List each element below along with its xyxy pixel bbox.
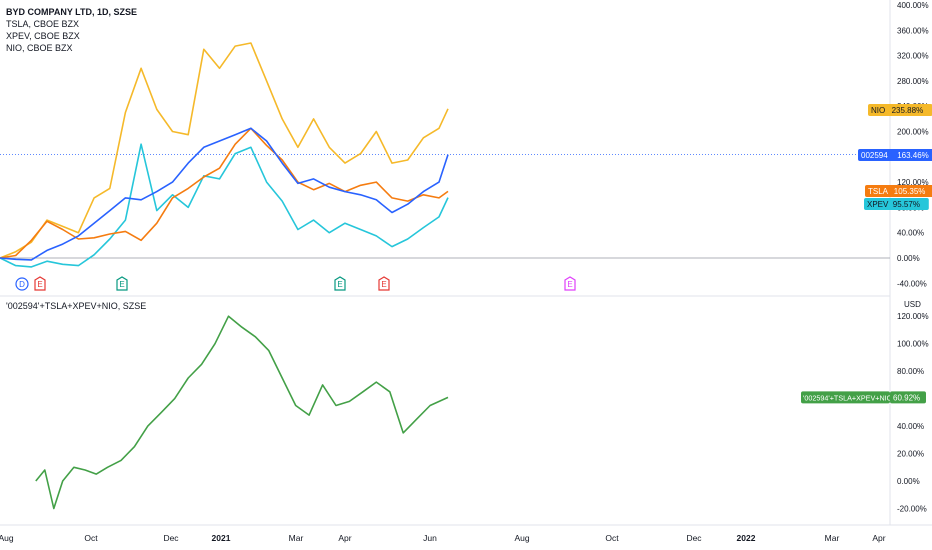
y-tick-label: 400.00%	[897, 1, 929, 10]
legend-nio[interactable]: NIO, CBOE BZX	[6, 43, 73, 53]
y-tick-label: 40.00%	[897, 422, 924, 431]
badge-value: 60.92%	[893, 393, 920, 402]
y-tick-label: 40.00%	[897, 229, 924, 238]
x-tick-label: Mar	[289, 533, 304, 543]
x-tick-label: Apr	[338, 533, 351, 543]
x-tick-label: 2021	[212, 533, 231, 543]
y-tick-label: -40.00%	[897, 279, 927, 288]
y-tick-label: 120.00%	[897, 312, 929, 321]
earnings-marker[interactable]: E	[564, 276, 576, 291]
dividend-marker[interactable]: D	[15, 277, 29, 291]
pane1-legend: BYD COMPANY LTD, 1D, SZSE TSLA, CBOE BZX…	[6, 6, 137, 54]
marker-letter: D	[19, 280, 25, 289]
earnings-marker[interactable]: E	[378, 276, 390, 291]
marker-letter: E	[337, 280, 342, 289]
pane2-legend[interactable]: '002594'+TSLA+XPEV+NIO, SZSE	[6, 301, 147, 311]
marker-letter: E	[119, 280, 124, 289]
y-tick-label: 0.00%	[897, 477, 920, 486]
series-nio-line[interactable]	[0, 42, 449, 259]
price-badge-xpev[interactable]: XPEV 95.57%	[864, 198, 929, 210]
marker-letter: E	[381, 280, 386, 289]
y-tick-label: 200.00%	[897, 128, 929, 137]
series-002594-line[interactable]	[0, 127, 449, 261]
badge-label: TSLA	[868, 187, 889, 196]
price-badge-spread[interactable]: '002594'+TSLA+XPEV+NIO 60.92%	[801, 391, 926, 404]
series-xpev-line[interactable]	[0, 143, 449, 268]
price-badge-nio[interactable]: NIO 235.88%	[868, 104, 932, 116]
price-badge-002594[interactable]: 002594 163.46%	[858, 149, 932, 161]
x-tick-label: Jun	[423, 533, 437, 543]
y-tick-label: 360.00%	[897, 26, 929, 35]
x-tick-label: Dec	[163, 533, 179, 543]
marker-letter: E	[567, 280, 572, 289]
legend-xpev[interactable]: XPEV, CBOE BZX	[6, 31, 80, 41]
x-tick-label: Oct	[84, 533, 98, 543]
x-tick-label: 2022	[737, 533, 756, 543]
earnings-marker[interactable]: E	[116, 276, 128, 291]
x-tick-label: Dec	[686, 533, 702, 543]
x-tick-label: Mar	[825, 533, 840, 543]
badge-label: '002594'+TSLA+XPEV+NIO	[803, 393, 893, 402]
y-tick-label: 280.00%	[897, 77, 929, 86]
earnings-marker[interactable]: E	[34, 276, 46, 291]
badge-value: 105.35%	[894, 187, 926, 196]
x-tick-label: Aug	[514, 533, 529, 543]
spread-series-line[interactable]	[35, 315, 449, 510]
badge-value: 235.88%	[892, 106, 924, 115]
badge-value: 163.46%	[897, 151, 929, 160]
y-tick-label: 80.00%	[897, 367, 924, 376]
y-tick-label: 100.00%	[897, 340, 929, 349]
marker-letter: E	[37, 280, 42, 289]
currency-label: USD	[904, 300, 921, 309]
legend-tsla[interactable]: TSLA, CBOE BZX	[6, 19, 80, 29]
symbol-title[interactable]: BYD COMPANY LTD, 1D, SZSE	[6, 7, 138, 17]
badge-label: XPEV	[867, 200, 889, 209]
y-tick-label: 120.00%	[897, 178, 929, 187]
x-tick-label: Aug	[0, 533, 14, 543]
price-badge-tsla[interactable]: TSLA 105.35%	[865, 185, 932, 197]
earnings-marker[interactable]: E	[334, 276, 346, 291]
y-tick-label: 0.00%	[897, 254, 920, 263]
x-tick-label: Oct	[605, 533, 619, 543]
badge-label: 002594	[861, 151, 888, 160]
badge-value: 95.57%	[893, 200, 920, 209]
y-tick-label: -20.00%	[897, 504, 927, 513]
badge-label: NIO	[871, 106, 885, 115]
x-tick-label: Apr	[872, 533, 885, 543]
y-tick-label: 20.00%	[897, 450, 924, 459]
y-tick-label: 320.00%	[897, 52, 929, 61]
